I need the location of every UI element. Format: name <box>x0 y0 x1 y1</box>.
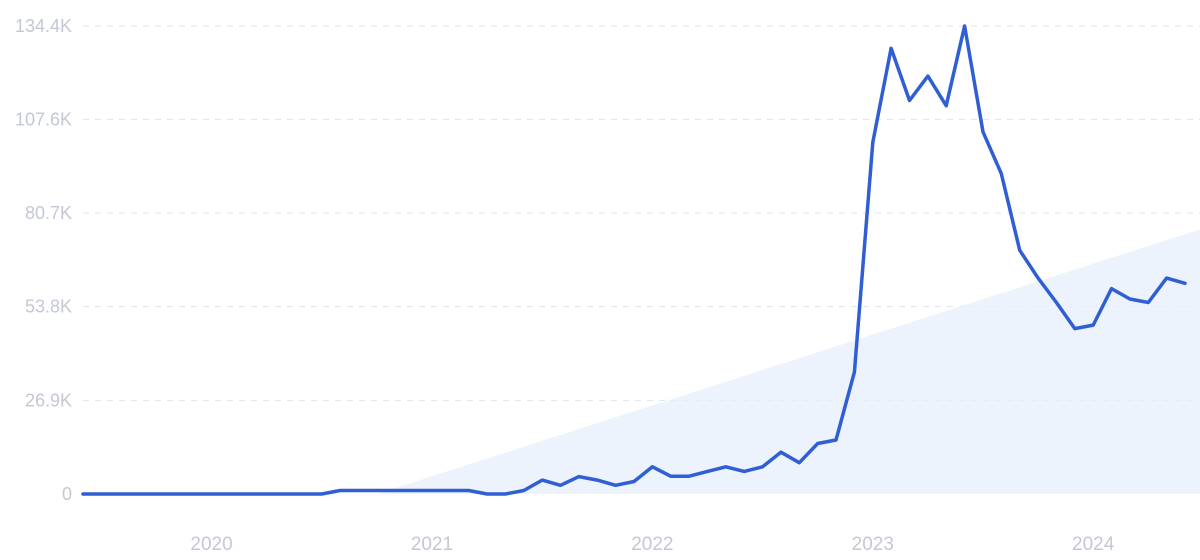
y-tick-label: 53.8K <box>25 297 72 317</box>
y-tick-label: 107.6K <box>15 109 72 129</box>
trend-area <box>376 229 1200 494</box>
y-tick-label: 80.7K <box>25 203 72 223</box>
series-line <box>81 24 1187 496</box>
x-tick-label: 2021 <box>411 534 453 555</box>
y-axis-ticks: 0 26.9K 53.8K 80.7K 107.6K 134.4K <box>15 16 72 504</box>
y-tick-label: 26.9K <box>25 390 72 410</box>
x-tick-label: 2023 <box>852 534 894 555</box>
trend-area-fill <box>376 229 1200 494</box>
y-tick-label: 134.4K <box>15 16 72 36</box>
x-tick-label: 2022 <box>631 534 673 555</box>
x-tick-label: 2024 <box>1072 534 1115 555</box>
y-tick-label: 0 <box>62 484 72 504</box>
series-lines <box>81 24 1187 496</box>
x-tick-label: 2020 <box>190 534 232 555</box>
x-axis-ticks: 2020 2021 2022 2023 2024 <box>190 534 1114 555</box>
